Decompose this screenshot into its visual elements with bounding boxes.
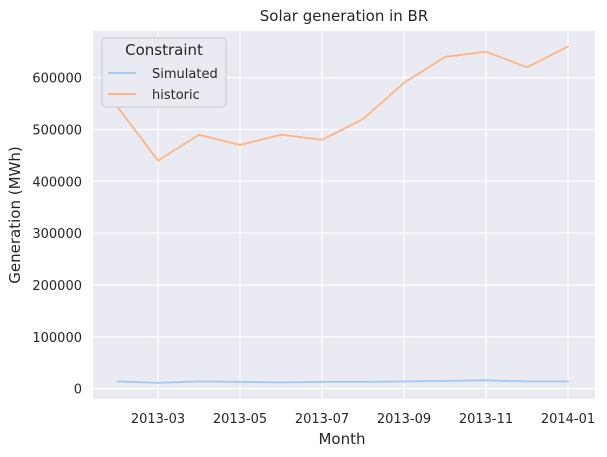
- y-tick-label: 600000: [32, 72, 82, 87]
- series-line-historic: [116, 45, 569, 162]
- y-axis-label: Generation (MWh): [6, 146, 24, 283]
- y-tick-label: 300000: [32, 227, 82, 242]
- x-tick-label: 2013-09: [377, 412, 431, 427]
- x-tick-labels: 2013-03 2013-05 2013-07 2013-09 2013-11 2014-…: [131, 412, 595, 427]
- x-axis-label: Month: [318, 430, 365, 448]
- y-tick-label: 200000: [32, 279, 82, 294]
- x-tick-label: 2014-01: [541, 412, 595, 427]
- y-tick-label: 400000: [32, 175, 82, 190]
- chart-title: Solar generation in BR: [260, 7, 429, 25]
- y-tick-labels: 0 100000 200000 300000 400000 500000 600000: [32, 72, 82, 398]
- series-line-simulated: [116, 379, 569, 384]
- legend-label-historic: historic: [152, 88, 200, 103]
- x-tick-label: 2013-05: [213, 412, 267, 427]
- y-tick-label: 0: [74, 383, 82, 398]
- x-tick-label: 2013-03: [131, 412, 185, 427]
- legend-label-simulated: Simulated: [152, 67, 218, 82]
- legend-title: Constraint: [125, 41, 203, 59]
- x-tick-label: 2013-11: [459, 412, 513, 427]
- legend: Constraint Simulated historic: [101, 37, 227, 108]
- x-tick-label: 2013-07: [295, 412, 349, 427]
- legend-box: [101, 37, 227, 108]
- y-tick-label: 100000: [32, 331, 82, 346]
- y-tick-label: 500000: [32, 123, 82, 138]
- y-gridlines: [93, 77, 595, 390]
